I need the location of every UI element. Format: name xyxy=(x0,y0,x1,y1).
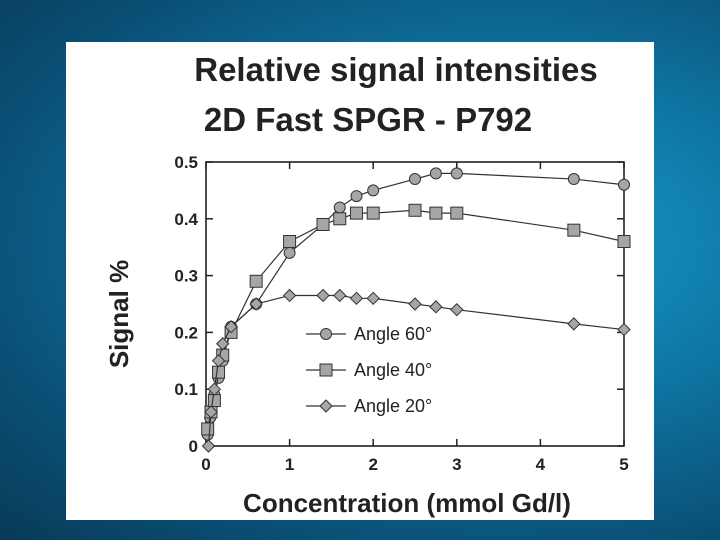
data-point-diamond xyxy=(249,297,263,311)
plot-frame xyxy=(205,161,625,447)
data-point-square xyxy=(567,223,581,237)
data-point-diamond xyxy=(617,322,631,337)
legend-label: Angle 20° xyxy=(354,396,432,416)
data-point-diamond xyxy=(366,291,380,306)
data-point-circle xyxy=(450,167,463,180)
data-point-circle xyxy=(618,178,630,191)
data-point-circle xyxy=(567,173,580,186)
legend-marker-diamond xyxy=(319,399,333,413)
data-point-diamond xyxy=(450,302,464,317)
y-tick-label: 0.2 xyxy=(174,323,198,342)
data-point-square xyxy=(212,365,226,379)
data-point-diamond xyxy=(224,320,238,334)
x-tick-label: 1 xyxy=(285,455,294,474)
x-tick-label: 0 xyxy=(201,455,210,474)
x-tick-label: 5 xyxy=(619,455,628,474)
chart-svg: 0 0.1 0.2 0.3 0.4 0.5 0 1 2 3 4 5 Concentration (mmo… xyxy=(104,153,631,518)
y-tick-label: 0.4 xyxy=(174,210,198,229)
data-point-diamond xyxy=(201,439,216,453)
y-axis-label: Signal % xyxy=(104,260,134,368)
data-point-circle xyxy=(429,167,442,180)
data-point-square xyxy=(617,235,631,249)
data-point-diamond xyxy=(282,288,297,303)
data-point-diamond xyxy=(567,317,581,331)
data-point-square xyxy=(207,394,221,408)
x-tick-label: 4 xyxy=(536,455,546,474)
y-tick-label: 0 xyxy=(189,437,198,456)
data-point-diamond xyxy=(349,291,364,306)
data-point-circle xyxy=(350,190,363,203)
data-point-diamond xyxy=(316,288,330,303)
data-point-square xyxy=(408,203,422,217)
x-axis-label: Concentration (mmol Gd/l) xyxy=(243,488,571,518)
legend-label: Angle 40° xyxy=(354,360,432,380)
data-point-circle xyxy=(283,246,296,259)
data-point-square xyxy=(201,422,215,436)
data-point-square xyxy=(249,274,263,288)
y-tick-label: 0.5 xyxy=(174,153,198,172)
data-point-diamond xyxy=(207,382,222,396)
data-point-diamond xyxy=(204,405,218,419)
legend-label: Angle 60° xyxy=(354,324,432,344)
legend-marker-circle xyxy=(320,328,332,340)
data-point-diamond xyxy=(408,297,422,311)
data-point-square xyxy=(316,217,330,231)
data-point-circle xyxy=(333,201,346,214)
y-tick-label: 0.1 xyxy=(174,380,198,399)
data-point-diamond xyxy=(333,288,347,303)
data-point-circle xyxy=(367,184,380,197)
legend-marker-square xyxy=(319,363,333,377)
data-point-square xyxy=(349,206,363,220)
data-point-diamond xyxy=(216,337,230,351)
x-tick-label: 3 xyxy=(452,455,461,474)
chart-title: Relative signal intensities xyxy=(194,51,598,88)
data-point-square xyxy=(333,212,347,226)
data-point-circle xyxy=(409,173,421,186)
data-point-diamond xyxy=(429,300,443,314)
data-point-square xyxy=(429,206,443,220)
data-point-square xyxy=(366,206,380,220)
data-point-square xyxy=(283,235,297,249)
x-tick-label: 2 xyxy=(368,455,377,474)
y-tick-label: 0.3 xyxy=(174,267,198,286)
data-point-square xyxy=(450,206,464,220)
chart-subtitle: 2D Fast SPGR - P792 xyxy=(203,101,533,138)
data-point-diamond xyxy=(211,354,226,368)
chart-panel: Relative signal intensities 2D Fast SPGR… xyxy=(66,42,654,520)
